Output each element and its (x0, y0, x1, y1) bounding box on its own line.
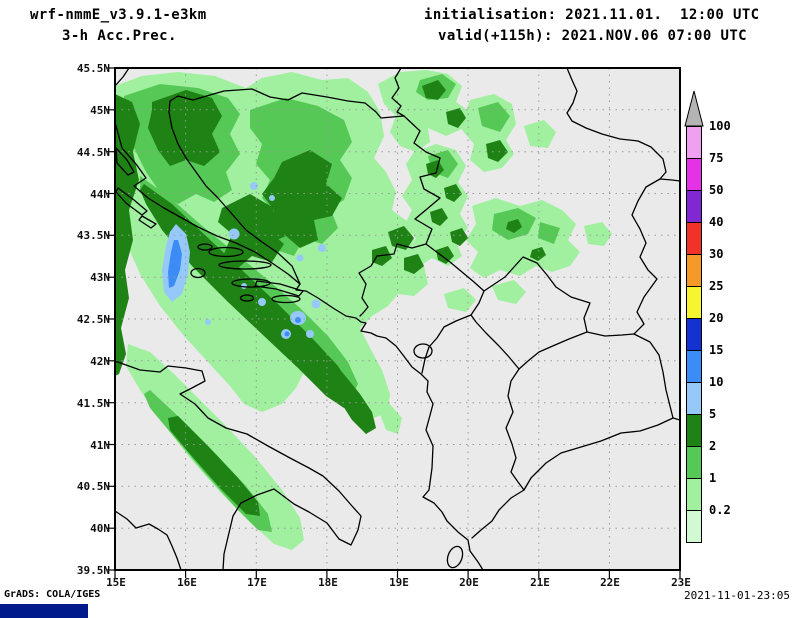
grads-credit: GrADS: COLA/IGES (4, 589, 101, 600)
lon-tick-label: 15E (106, 576, 126, 589)
lon-tick-label: 22E (600, 576, 620, 589)
lat-tick-label: 43N (90, 271, 110, 284)
legend-value-label: 75 (709, 151, 724, 165)
legend-segment (686, 222, 702, 255)
legend-value-label: 15 (709, 343, 724, 357)
lon-tick-label: 23E (671, 576, 691, 589)
legend-segment (686, 126, 702, 159)
lon-tick-label: 16E (177, 576, 197, 589)
legend-segment (686, 318, 702, 351)
precip-shading (115, 70, 612, 550)
plot-timestamp: 2021-11-01-23:05 (684, 589, 790, 602)
lat-tick-label: 40.5N (76, 480, 110, 493)
legend-value-label: 5 (709, 407, 717, 421)
lon-tick-label: 21E (530, 576, 550, 589)
legend-value-label: 50 (709, 183, 724, 197)
lat-tick-label: 43.5N (76, 229, 110, 242)
lat-tick-label: 45N (90, 104, 110, 117)
lon-tick-label: 19E (389, 576, 409, 589)
grads-logo (0, 604, 88, 618)
lat-tick-label: 41.5N (76, 397, 110, 410)
legend-segment (686, 414, 702, 447)
legend-segment (686, 158, 702, 191)
lat-tick-label: 44N (90, 188, 110, 201)
lon-tick-label: 18E (318, 576, 338, 589)
lon-tick-label: 20E (459, 576, 479, 589)
legend-value-label: 2 (709, 439, 717, 453)
legend-segment (686, 286, 702, 319)
legend-value-label: 0.2 (709, 503, 731, 517)
legend-segment (686, 350, 702, 383)
model-title: wrf-nmmE_v3.9.1-e3km (30, 7, 207, 23)
coastlines-borders (115, 68, 680, 570)
legend-value-label: 30 (709, 247, 724, 261)
field-title: 3-h Acc.Prec. (62, 28, 177, 44)
legend-segment (686, 510, 702, 543)
lat-tick-label: 41N (90, 439, 110, 452)
legend-segment (686, 254, 702, 287)
legend-overflow-arrow-icon (684, 90, 704, 127)
lon-tick-label: 17E (247, 576, 267, 589)
lat-tick-label: 42N (90, 355, 110, 368)
legend-segment (686, 382, 702, 415)
lat-tick-label: 40N (90, 522, 110, 535)
legend-segment (686, 478, 702, 511)
legend-value-label: 10 (709, 375, 724, 389)
legend-value-label: 40 (709, 215, 724, 229)
legend-value-label: 20 (709, 311, 724, 325)
lat-tick-label: 39.5N (76, 564, 110, 577)
init-time-label: initialisation: 2021.11.01. 12:00 UTC (424, 7, 760, 23)
lat-tick-label: 44.5N (76, 146, 110, 159)
legend-segment (686, 190, 702, 223)
axis-ticks (107, 67, 681, 578)
legend-value-label: 1 (709, 471, 717, 485)
legend-value-label: 100 (709, 119, 731, 133)
legend-value-label: 25 (709, 279, 724, 293)
valid-time-label: valid(+115h): 2021.NOV.06 07:00 UTC (438, 28, 748, 44)
lat-tick-label: 42.5N (76, 313, 110, 326)
legend-segment (686, 446, 702, 479)
lat-tick-label: 45.5N (76, 62, 110, 75)
